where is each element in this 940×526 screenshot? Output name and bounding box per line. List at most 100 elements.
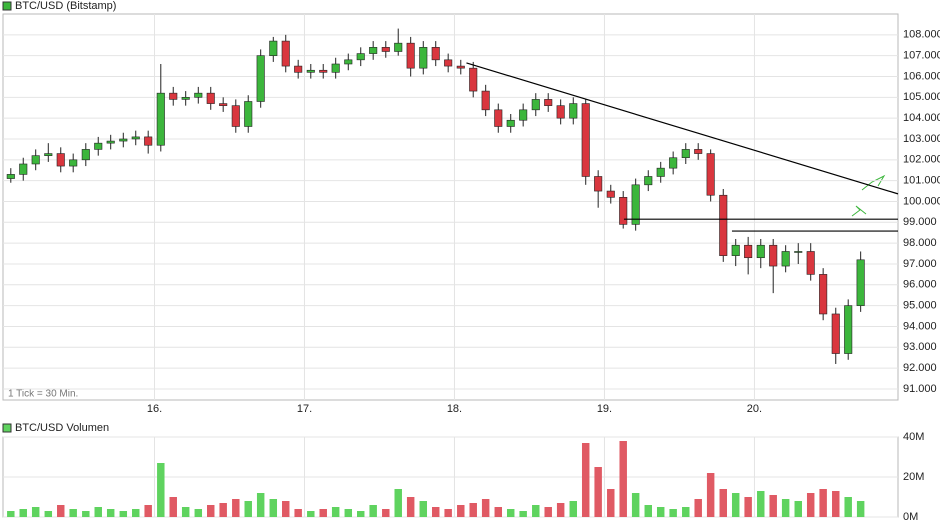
y-tick-label: 104.000 xyxy=(903,112,940,124)
candle-body xyxy=(581,103,590,177)
bar xyxy=(806,493,815,517)
bar xyxy=(256,493,265,517)
y-tick-label: 92.000 xyxy=(903,362,937,374)
y-tick-label: 20M xyxy=(903,471,924,483)
bar xyxy=(31,507,40,517)
bar xyxy=(794,501,802,517)
candle-body xyxy=(19,163,28,175)
bar xyxy=(781,499,790,517)
bar xyxy=(569,501,578,517)
candle-body xyxy=(544,99,553,106)
candle-body xyxy=(81,149,90,161)
candle-body xyxy=(269,40,278,56)
bar xyxy=(244,501,252,517)
bar xyxy=(519,511,527,517)
y-tick-label: 108.000 xyxy=(903,29,940,41)
candle-body xyxy=(306,69,315,73)
chart-title: BTC/USD (Bitstamp) xyxy=(15,0,116,12)
bar xyxy=(419,501,428,517)
bar xyxy=(769,495,777,517)
bar xyxy=(682,507,690,517)
bar xyxy=(82,511,90,517)
bar xyxy=(369,505,377,517)
bar xyxy=(581,443,590,517)
bar xyxy=(669,509,677,517)
candle-body xyxy=(744,244,753,259)
y-tick-label: 106.000 xyxy=(903,70,940,82)
bar xyxy=(19,509,27,517)
bar xyxy=(269,499,278,517)
trend-line xyxy=(466,62,899,195)
bar xyxy=(619,441,627,517)
bar xyxy=(469,503,477,517)
candle-body xyxy=(394,42,403,52)
bar xyxy=(656,507,665,517)
candle-body xyxy=(206,92,215,104)
candle-body xyxy=(531,99,540,111)
candle-body xyxy=(506,119,515,127)
bar xyxy=(281,501,290,517)
candle-body xyxy=(719,194,728,256)
bar xyxy=(607,489,615,517)
candle-body xyxy=(456,65,465,69)
bar xyxy=(44,511,53,517)
bar xyxy=(706,473,715,517)
bar xyxy=(832,491,840,517)
y-tick-label: 99.000 xyxy=(903,216,937,228)
candle-body xyxy=(69,159,78,167)
candle-body xyxy=(181,97,190,100)
y-tick-label: 101.000 xyxy=(903,175,940,187)
candle-body xyxy=(569,103,578,119)
bar xyxy=(219,503,227,517)
y-tick-label: 100.000 xyxy=(903,195,940,207)
bar xyxy=(406,497,415,517)
bar xyxy=(544,507,552,517)
drawn-mark xyxy=(861,174,886,191)
bar xyxy=(431,507,440,517)
candle-body xyxy=(556,105,565,119)
candle-body xyxy=(369,47,378,54)
candle-body xyxy=(131,136,140,140)
candle-body xyxy=(731,244,740,256)
candle-body xyxy=(144,136,153,146)
candle-body xyxy=(31,155,40,165)
bar xyxy=(331,507,340,517)
y-tick-label: 94.000 xyxy=(903,320,937,332)
y-tick-label: 40M xyxy=(903,431,924,443)
bar xyxy=(119,511,128,517)
bar xyxy=(744,497,752,517)
legend-swatch xyxy=(2,423,12,433)
bar xyxy=(844,497,852,517)
bar xyxy=(731,493,740,517)
y-tick-label: 93.000 xyxy=(903,341,937,353)
candle-body xyxy=(806,251,815,275)
candle-body xyxy=(819,274,828,315)
bar xyxy=(232,499,240,517)
bar xyxy=(307,511,315,517)
bar xyxy=(94,507,102,517)
candle-body xyxy=(519,109,528,121)
candle-body xyxy=(831,313,840,354)
bar xyxy=(556,503,565,517)
bar xyxy=(69,509,77,517)
bar xyxy=(57,505,65,517)
y-tick-label: 103.000 xyxy=(903,133,940,145)
candle-body xyxy=(706,153,715,196)
candle-body xyxy=(219,103,228,106)
bar xyxy=(144,505,152,517)
bar xyxy=(319,509,327,517)
bar xyxy=(157,463,165,517)
candle-body xyxy=(656,167,665,177)
candle-body xyxy=(231,105,240,127)
candle-body xyxy=(594,176,603,192)
bar xyxy=(719,489,727,517)
candle-body xyxy=(344,59,353,65)
candle-body xyxy=(319,69,328,73)
y-tick-label: 91.000 xyxy=(903,383,937,395)
candle-body xyxy=(381,47,390,52)
candle-body xyxy=(294,65,303,73)
candle-body xyxy=(644,176,653,186)
legend-swatch xyxy=(2,1,12,11)
bar xyxy=(694,499,702,517)
